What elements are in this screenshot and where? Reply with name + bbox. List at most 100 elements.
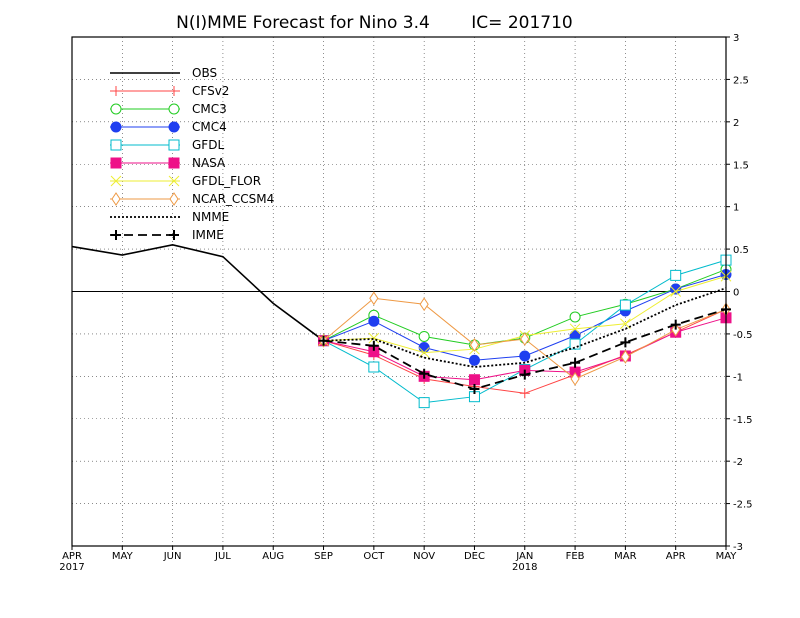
y-tick-label: -1 xyxy=(733,372,743,383)
legend-item-nmme: NMME xyxy=(110,210,229,224)
x-axis: APR MAY JUN JUL AUG SEP OCT NOV DEC JAN FEB MAR APR M… xyxy=(59,546,737,573)
point-cmc3 xyxy=(418,330,430,342)
legend-label-obs: OBS xyxy=(192,66,217,80)
point-imme xyxy=(519,369,530,380)
y-tick-label: -1.5 xyxy=(733,415,753,426)
y-axis-right: 3 2.5 2 1.5 1 0.5 0 -0.5 -1 -1.5 -2 -2.5 -3 xyxy=(726,33,753,553)
point-gfdl xyxy=(418,397,430,409)
x-tick-label: MAR xyxy=(614,551,636,562)
y-tick-label: 2 xyxy=(733,118,739,129)
legend-marker-imme xyxy=(169,230,179,240)
y-tick-label: 1 xyxy=(733,203,739,214)
legend-label-cmc4: CMC4 xyxy=(192,120,227,134)
x-tick-label: MAY xyxy=(112,551,134,562)
legend-label-nasa: NASA xyxy=(192,156,226,170)
legend-item-obs: OBS xyxy=(110,66,217,80)
point-imme xyxy=(670,319,681,330)
legend-marker-ncar-ccsm4 xyxy=(111,192,121,206)
legend-item-imme: IMME xyxy=(110,228,224,242)
point-imme xyxy=(318,335,329,346)
y-tick-label: -2.5 xyxy=(733,500,753,511)
point-gfdl xyxy=(619,299,631,311)
x-tick-label: SEP xyxy=(314,551,333,562)
legend-label-nmme: NMME xyxy=(192,210,229,224)
legend-marker-ncar-ccsm4 xyxy=(169,192,179,206)
point-gfdl-flor xyxy=(620,318,631,330)
legend-marker-cmc4 xyxy=(168,121,180,133)
legend-item-nasa: NASA xyxy=(110,156,226,170)
x-tick-label: APR xyxy=(62,551,82,562)
legend-marker-gfdl xyxy=(110,139,122,151)
point-imme xyxy=(620,337,631,348)
legend-marker-nasa xyxy=(110,157,122,169)
point-cmc4 xyxy=(368,315,380,327)
legend-label-ncar-ccsm4: NCAR_CCSM4 xyxy=(192,192,274,206)
legend-marker-cmc3 xyxy=(110,103,122,115)
legend-item-cmc3: CMC3 xyxy=(110,102,227,116)
legend-marker-cmc3 xyxy=(168,103,180,115)
point-imme xyxy=(469,384,480,395)
point-ncar-ccsm4 xyxy=(369,291,379,306)
x-tick-label: MAY xyxy=(716,551,738,562)
legend-item-gfdl: GFDL xyxy=(110,138,224,152)
point-ncar-ccsm4 xyxy=(419,297,429,312)
legend-item-cfsv2: CFSv2 xyxy=(110,84,229,98)
legend-label-gfdl: GFDL xyxy=(192,138,224,152)
x-tick-label: JUN xyxy=(163,551,182,562)
point-ncar-ccsm4 xyxy=(671,322,681,337)
point-ncar-ccsm4 xyxy=(620,349,630,364)
point-ncar-ccsm4 xyxy=(469,338,480,352)
point-imme xyxy=(570,357,581,368)
point-gfdl xyxy=(569,338,581,350)
legend-marker-imme xyxy=(111,230,121,240)
legend-item-gfdl-flor: GFDL_FLOR xyxy=(110,174,261,188)
point-gfdl-flor xyxy=(368,332,380,344)
point-nasa xyxy=(468,374,480,386)
y-tick-label: 1.5 xyxy=(733,160,749,171)
chart-title: N(I)MME Forecast for Nino 3.4 xyxy=(176,13,430,33)
x-tick-label: JUL xyxy=(214,551,231,562)
legend-label-gfdl-flor: GFDL_FLOR xyxy=(192,174,261,188)
series-imme xyxy=(318,304,731,395)
series-group xyxy=(71,244,732,409)
series-obs xyxy=(71,244,325,342)
point-cmc4 xyxy=(468,354,480,366)
point-cmc4 xyxy=(418,341,430,353)
x-year-label: 2017 xyxy=(59,562,84,573)
legend-marker-cmc4 xyxy=(110,121,122,133)
legend-marker-cfsv2 xyxy=(169,86,179,96)
point-gfdl-flor xyxy=(569,323,581,335)
x-tick-label: OCT xyxy=(363,551,385,562)
legend-label-imme: IMME xyxy=(192,228,224,242)
legend-item-cmc4: CMC4 xyxy=(110,120,227,134)
point-cfsv2 xyxy=(519,388,530,399)
legend-marker-gfdl-flor xyxy=(168,175,180,187)
legend-item-ncar-ccsm4: NCAR_CCSM4 xyxy=(110,192,274,206)
series-nmme xyxy=(323,287,727,368)
x-tick-label: AUG xyxy=(262,551,284,562)
point-cmc4 xyxy=(519,350,531,362)
point-gfdl-flor xyxy=(670,286,682,297)
point-gfdl xyxy=(368,361,380,373)
point-imme xyxy=(419,368,430,379)
point-cmc3 xyxy=(569,311,581,323)
legend-label-cmc3: CMC3 xyxy=(192,102,227,116)
legend-marker-gfdl xyxy=(168,139,180,151)
point-cmc4 xyxy=(670,283,682,295)
grid-lines xyxy=(72,37,726,546)
x-tick-label: APR xyxy=(666,551,686,562)
series-line-obs xyxy=(71,244,325,342)
point-gfdl xyxy=(670,269,682,281)
x-tick-label: NOV xyxy=(413,551,435,562)
y-tick-label: 2.5 xyxy=(733,75,749,86)
legend-marker-gfdl-flor xyxy=(110,175,122,187)
legend-label-cfsv2: CFSv2 xyxy=(192,84,229,98)
y-tick-label: -3 xyxy=(733,542,743,553)
x-tick-label: FEB xyxy=(566,551,585,562)
point-ncar-ccsm4 xyxy=(520,332,530,346)
y-tick-label: 0.5 xyxy=(733,245,749,256)
x-tick-label: JAN xyxy=(515,551,533,562)
series-line-nmme xyxy=(323,287,727,368)
y-tick-label: -2 xyxy=(733,457,743,468)
